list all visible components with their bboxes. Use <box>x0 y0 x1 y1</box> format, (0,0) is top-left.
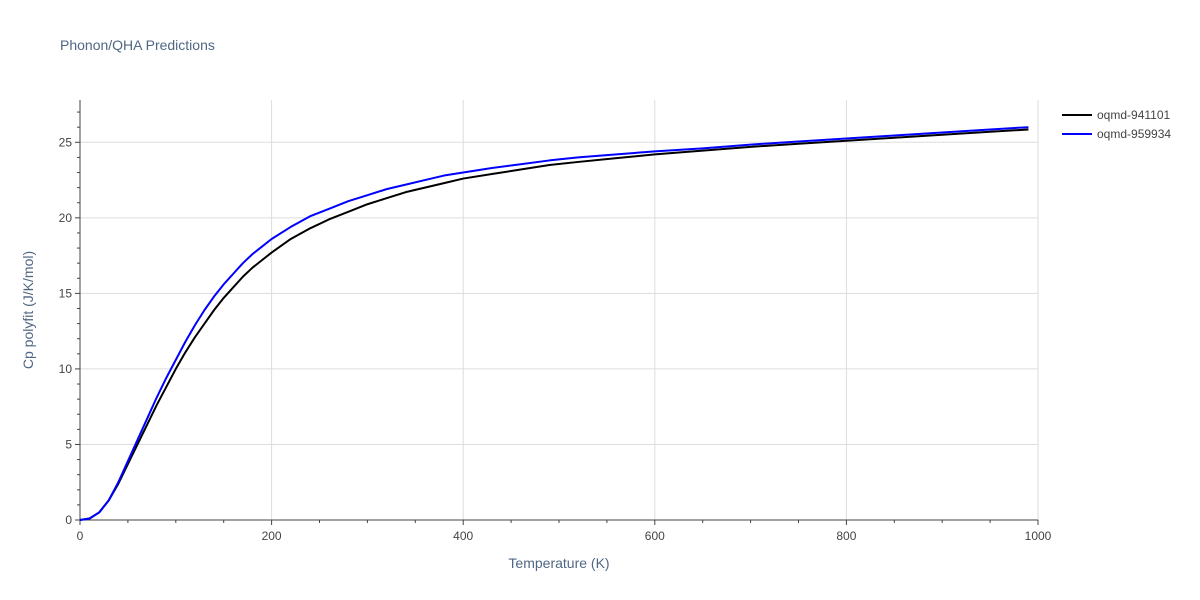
x-tick-label: 800 <box>836 529 856 543</box>
x-tick-label: 1000 <box>1025 529 1052 543</box>
plot-area <box>79 126 1029 521</box>
x-axis-title: Temperature (K) <box>508 555 609 571</box>
axes: 0 200 400 600 800 1000 0 5 10 15 20 25 <box>59 100 1052 543</box>
y-tick-label: 0 <box>65 513 72 527</box>
chart-title: Phonon/QHA Predictions <box>60 37 215 53</box>
legend-label: oqmd-959934 <box>1097 127 1171 141</box>
y-tick-label: 15 <box>59 286 73 300</box>
y-tick-label: 25 <box>59 135 73 149</box>
series-line-oqmd-941101 <box>79 128 1029 521</box>
legend-label: oqmd-941101 <box>1097 108 1170 122</box>
x-tick-label: 600 <box>645 529 665 543</box>
y-tick-label: 10 <box>59 362 73 376</box>
y-tick-label: 5 <box>65 437 72 451</box>
series-line-oqmd-959934 <box>79 126 1029 521</box>
x-tick-label: 400 <box>453 529 473 543</box>
grid <box>80 100 1039 520</box>
y-tick-label: 20 <box>59 211 73 225</box>
x-tick-label: 0 <box>77 529 84 543</box>
y-axis-title: Cp polyfit (J/K/mol) <box>20 251 36 369</box>
x-tick-label: 200 <box>262 529 282 543</box>
legend: oqmd-941101 oqmd-959934 <box>1062 108 1171 141</box>
